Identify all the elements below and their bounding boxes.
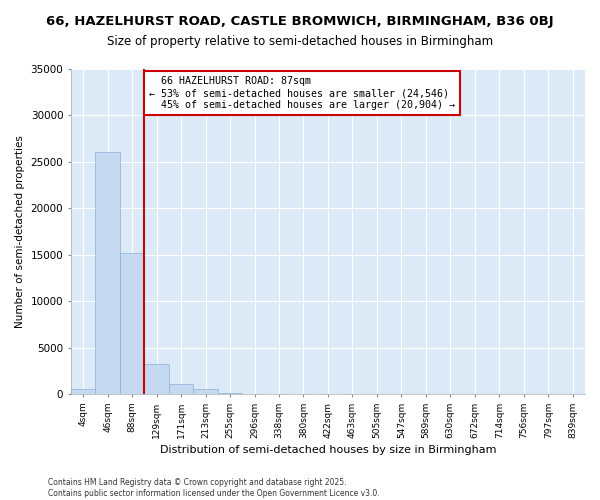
Text: Size of property relative to semi-detached houses in Birmingham: Size of property relative to semi-detach…: [107, 35, 493, 48]
Text: 66 HAZELHURST ROAD: 87sqm
← 53% of semi-detached houses are smaller (24,546)
  4: 66 HAZELHURST ROAD: 87sqm ← 53% of semi-…: [149, 76, 455, 110]
Bar: [120, 253, 145, 394]
Bar: [169, 384, 193, 394]
Text: 66, HAZELHURST ROAD, CASTLE BROMWICH, BIRMINGHAM, B36 0BJ: 66, HAZELHURST ROAD, CASTLE BROMWICH, BI…: [46, 15, 554, 28]
Bar: [95, 152, 120, 394]
Bar: [71, 390, 95, 394]
Bar: [193, 390, 218, 394]
X-axis label: Distribution of semi-detached houses by size in Birmingham: Distribution of semi-detached houses by …: [160, 445, 496, 455]
Text: Contains HM Land Registry data © Crown copyright and database right 2025.
Contai: Contains HM Land Registry data © Crown c…: [48, 478, 380, 498]
Y-axis label: Number of semi-detached properties: Number of semi-detached properties: [15, 135, 25, 328]
Bar: [218, 393, 242, 394]
Bar: [145, 364, 169, 394]
